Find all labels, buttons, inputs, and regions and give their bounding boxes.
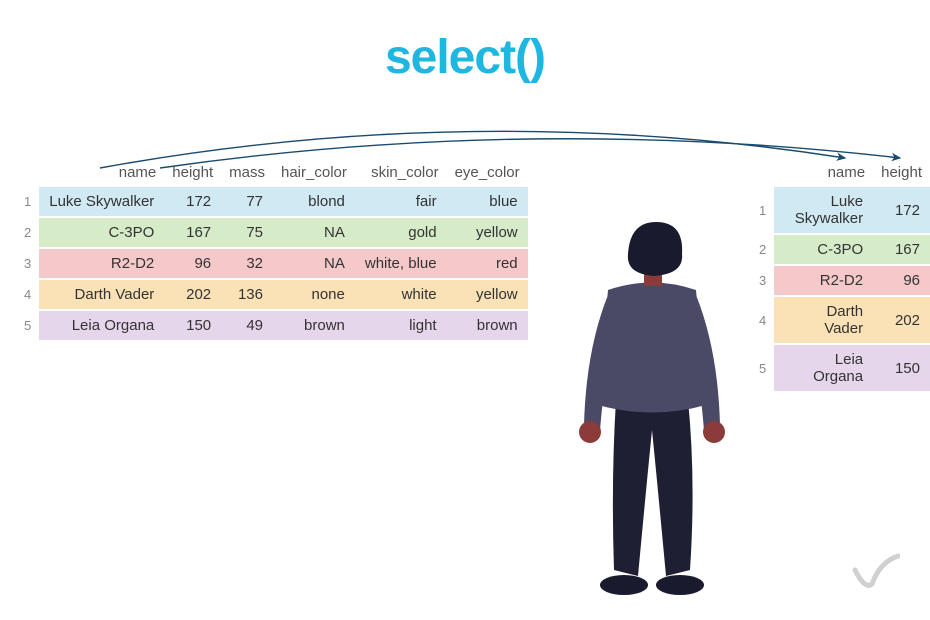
source-cell: 172 <box>164 186 221 217</box>
result-rownum: 3 <box>755 265 774 296</box>
result-cell: 96 <box>873 265 930 296</box>
source-rownum: 2 <box>20 217 39 248</box>
source-cell: white, blue <box>355 248 447 279</box>
result-row: 1Luke Skywalker172 <box>755 186 930 234</box>
source-cell: R2-D2 <box>39 248 164 279</box>
source-row: 5Leia Organa15049brownlightbrown <box>20 310 528 341</box>
source-cell: red <box>447 248 528 279</box>
source-rownum: 1 <box>20 186 39 217</box>
source-cell: gold <box>355 217 447 248</box>
source-cell: 202 <box>164 279 221 310</box>
source-row: 3R2-D29632NAwhite, bluered <box>20 248 528 279</box>
source-col-hair_color: hair_color <box>273 160 355 186</box>
source-cell: 96 <box>164 248 221 279</box>
source-cell: 49 <box>221 310 273 341</box>
source-cell: C-3PO <box>39 217 164 248</box>
result-cell: Leia Organa <box>774 344 873 392</box>
source-row: 1Luke Skywalker17277blondfairblue <box>20 186 528 217</box>
result-cell: 172 <box>873 186 930 234</box>
source-cell: light <box>355 310 447 341</box>
result-cell: R2-D2 <box>774 265 873 296</box>
source-rownum: 5 <box>20 310 39 341</box>
result-row: 3R2-D296 <box>755 265 930 296</box>
result-cell: C-3PO <box>774 234 873 265</box>
result-col-name: name <box>774 160 873 186</box>
page-title: select() <box>0 30 930 85</box>
result-cell: 150 <box>873 344 930 392</box>
source-col-skin_color: skin_color <box>355 160 447 186</box>
result-rownum: 5 <box>755 344 774 392</box>
source-cell: Darth Vader <box>39 279 164 310</box>
source-cell: 75 <box>221 217 273 248</box>
result-rownum: 4 <box>755 296 774 344</box>
source-cell: yellow <box>447 217 528 248</box>
source-cell: blond <box>273 186 355 217</box>
source-cell: none <box>273 279 355 310</box>
source-cell: 150 <box>164 310 221 341</box>
source-col-mass: mass <box>221 160 273 186</box>
result-header-blank <box>755 160 774 186</box>
result-rownum: 2 <box>755 234 774 265</box>
title-text: select() <box>385 31 545 84</box>
source-cell: NA <box>273 217 355 248</box>
person-illustration <box>556 220 756 600</box>
source-rownum: 3 <box>20 248 39 279</box>
result-cell: 202 <box>873 296 930 344</box>
ground-mark <box>850 552 900 592</box>
result-table: nameheight 1Luke Skywalker1722C-3PO1673R… <box>755 160 930 393</box>
result-row: 5Leia Organa150 <box>755 344 930 392</box>
source-col-name: name <box>39 160 164 186</box>
result-row: 2C-3PO167 <box>755 234 930 265</box>
source-cell: Luke Skywalker <box>39 186 164 217</box>
result-row: 4Darth Vader202 <box>755 296 930 344</box>
result-col-height: height <box>873 160 930 186</box>
source-cell: white <box>355 279 447 310</box>
source-cell: brown <box>447 310 528 341</box>
source-cell: brown <box>273 310 355 341</box>
source-cell: 32 <box>221 248 273 279</box>
result-rownum: 1 <box>755 186 774 234</box>
source-col-height: height <box>164 160 221 186</box>
source-cell: NA <box>273 248 355 279</box>
source-table: nameheightmasshair_colorskin_coloreye_co… <box>20 160 528 342</box>
source-row: 4Darth Vader202136nonewhiteyellow <box>20 279 528 310</box>
result-cell: Luke Skywalker <box>774 186 873 234</box>
source-cell: yellow <box>447 279 528 310</box>
result-cell: Darth Vader <box>774 296 873 344</box>
result-cell: 167 <box>873 234 930 265</box>
source-cell: 167 <box>164 217 221 248</box>
source-cell: 136 <box>221 279 273 310</box>
source-header-blank <box>20 160 39 186</box>
source-cell: Leia Organa <box>39 310 164 341</box>
source-rownum: 4 <box>20 279 39 310</box>
source-cell: fair <box>355 186 447 217</box>
source-cell: 77 <box>221 186 273 217</box>
source-cell: blue <box>447 186 528 217</box>
source-row: 2C-3PO16775NAgoldyellow <box>20 217 528 248</box>
source-col-eye_color: eye_color <box>447 160 528 186</box>
